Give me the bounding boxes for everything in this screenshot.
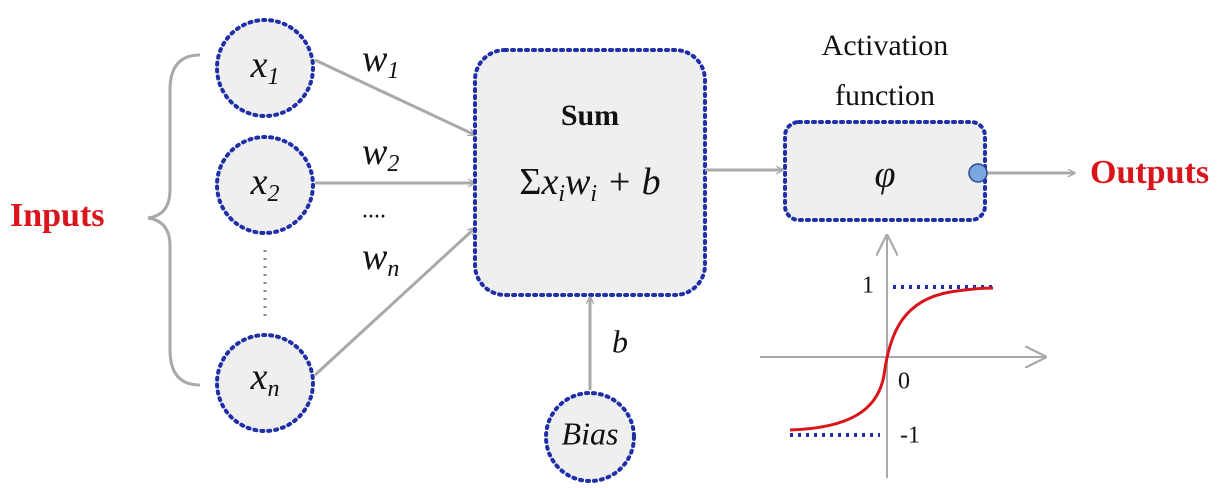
weight-ellipsis: .... xyxy=(362,198,386,224)
weight-sub: 2 xyxy=(387,151,399,177)
activation-symbol: φ xyxy=(874,154,895,196)
activation-title: function xyxy=(835,79,935,112)
formula-x: x xyxy=(540,161,558,203)
weight-var: w xyxy=(362,131,388,173)
weight-label: w2 xyxy=(362,131,399,177)
node-sub: 1 xyxy=(267,64,279,90)
node-sub: n xyxy=(267,376,279,402)
input-node xyxy=(215,18,315,118)
weight-sub: 1 xyxy=(387,58,399,84)
node-var: x xyxy=(250,161,268,203)
input-node xyxy=(215,135,315,235)
activation-box xyxy=(783,120,987,222)
sum-title: Sum xyxy=(561,99,619,132)
graph-tick-label: 0 xyxy=(898,369,910,395)
graph-tick-label: 1 xyxy=(862,273,874,299)
bias-edge-label: b xyxy=(612,323,628,359)
graph-tick-label: -1 xyxy=(900,423,920,449)
inputs-label: Inputs xyxy=(10,197,105,234)
bias-label: Bias xyxy=(562,415,619,451)
node-var: x xyxy=(250,44,268,86)
formula-w: w xyxy=(565,161,591,203)
input-node-label: x2 xyxy=(250,161,280,207)
input-brace xyxy=(147,53,201,387)
sum-box xyxy=(473,48,707,297)
weight-sub: n xyxy=(387,256,399,282)
activation-curve xyxy=(789,286,994,432)
weight-label: wn xyxy=(362,236,399,282)
weight-label: w1 xyxy=(362,38,399,84)
activation-title: Activation xyxy=(822,29,949,62)
outputs-label: Outputs xyxy=(1090,154,1209,191)
output-dot xyxy=(968,163,988,183)
formula-rest: + b xyxy=(597,161,661,203)
input-node-label: xn xyxy=(250,356,280,402)
formula-sigma: Σ xyxy=(519,161,541,203)
bias-node xyxy=(544,391,636,483)
sum-formula: Σxiwi + b xyxy=(519,161,660,207)
input-node xyxy=(215,333,315,433)
formula-x-sub: i xyxy=(558,181,565,207)
weight-edge xyxy=(314,58,475,137)
formula-w-sub: i xyxy=(590,181,597,207)
node-sub: 2 xyxy=(267,181,279,207)
weight-edge xyxy=(313,228,475,377)
input-node-label: x1 xyxy=(250,44,280,90)
weight-var: w xyxy=(362,236,388,278)
weight-var: w xyxy=(362,38,388,80)
node-var: x xyxy=(250,356,268,398)
